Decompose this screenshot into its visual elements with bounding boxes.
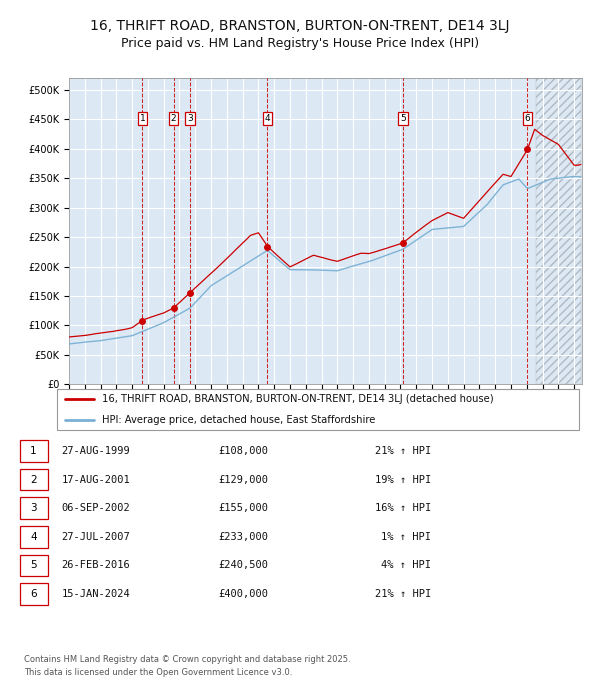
Text: 1: 1 <box>30 446 37 456</box>
Text: 27-AUG-1999: 27-AUG-1999 <box>61 446 130 456</box>
Text: 1: 1 <box>140 114 145 122</box>
Text: £400,000: £400,000 <box>218 589 268 599</box>
Text: 21% ↑ HPI: 21% ↑ HPI <box>375 589 431 599</box>
FancyBboxPatch shape <box>56 390 580 430</box>
Text: Contains HM Land Registry data © Crown copyright and database right 2025.
This d: Contains HM Land Registry data © Crown c… <box>24 655 350 677</box>
Text: 06-SEP-2002: 06-SEP-2002 <box>61 503 130 513</box>
Text: 26-FEB-2016: 26-FEB-2016 <box>61 560 130 571</box>
Text: 3: 3 <box>30 503 37 513</box>
Text: 16, THRIFT ROAD, BRANSTON, BURTON-ON-TRENT, DE14 3LJ: 16, THRIFT ROAD, BRANSTON, BURTON-ON-TRE… <box>90 19 510 33</box>
Text: Price paid vs. HM Land Registry's House Price Index (HPI): Price paid vs. HM Land Registry's House … <box>121 37 479 50</box>
Text: £233,000: £233,000 <box>218 532 268 542</box>
Text: 2: 2 <box>30 475 37 485</box>
Text: 21% ↑ HPI: 21% ↑ HPI <box>375 446 431 456</box>
Text: £240,500: £240,500 <box>218 560 268 571</box>
Text: 6: 6 <box>524 114 530 122</box>
Text: 27-JUL-2007: 27-JUL-2007 <box>61 532 130 542</box>
Text: 3: 3 <box>187 114 193 122</box>
FancyBboxPatch shape <box>20 497 47 519</box>
Text: HPI: Average price, detached house, East Staffordshire: HPI: Average price, detached house, East… <box>101 415 375 425</box>
Text: 4: 4 <box>30 532 37 542</box>
FancyBboxPatch shape <box>20 526 47 547</box>
Text: 4% ↑ HPI: 4% ↑ HPI <box>381 560 431 571</box>
Text: 2: 2 <box>171 114 176 122</box>
Text: 16% ↑ HPI: 16% ↑ HPI <box>375 503 431 513</box>
Text: 1% ↑ HPI: 1% ↑ HPI <box>381 532 431 542</box>
Text: £129,000: £129,000 <box>218 475 268 485</box>
FancyBboxPatch shape <box>20 554 47 576</box>
FancyBboxPatch shape <box>20 583 47 605</box>
FancyBboxPatch shape <box>20 469 47 490</box>
Text: 6: 6 <box>30 589 37 599</box>
Text: 5: 5 <box>30 560 37 571</box>
Text: 16, THRIFT ROAD, BRANSTON, BURTON-ON-TRENT, DE14 3LJ (detached house): 16, THRIFT ROAD, BRANSTON, BURTON-ON-TRE… <box>101 394 493 404</box>
Text: 15-JAN-2024: 15-JAN-2024 <box>61 589 130 599</box>
FancyBboxPatch shape <box>20 440 47 462</box>
Text: 17-AUG-2001: 17-AUG-2001 <box>61 475 130 485</box>
Text: £155,000: £155,000 <box>218 503 268 513</box>
Text: 4: 4 <box>265 114 270 122</box>
Text: £108,000: £108,000 <box>218 446 268 456</box>
Text: 19% ↑ HPI: 19% ↑ HPI <box>375 475 431 485</box>
Text: 5: 5 <box>400 114 406 122</box>
